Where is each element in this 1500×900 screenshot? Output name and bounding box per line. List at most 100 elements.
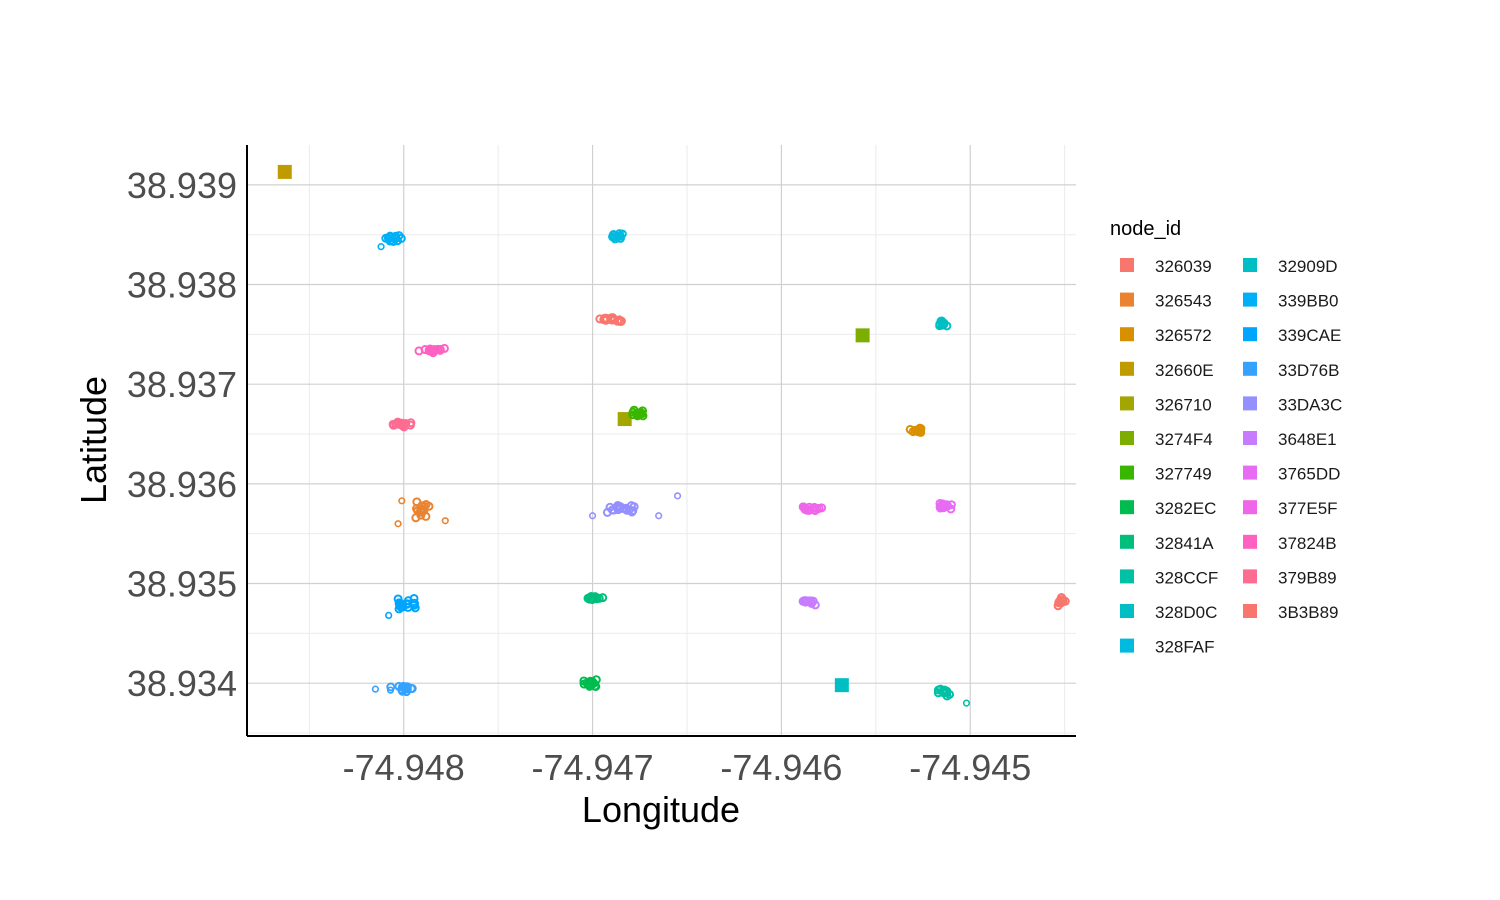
legend-key-3274F4 [1120,431,1134,445]
point-339BB0 [377,243,385,251]
point-326543 [441,517,449,525]
legend-key-339CAE [1243,327,1257,342]
grid-lines [247,145,1076,736]
point-33DA3C [673,492,682,500]
point-326543 [411,513,421,523]
y-tick-label: 38.936 [127,464,237,505]
legend-label-328FAF: 328FAF [1155,638,1215,657]
point-33D76B [386,682,396,692]
x-tick-label: -74.946 [720,747,842,788]
point-327749 [635,409,645,419]
point-326543 [398,497,406,505]
point-33DA3C [588,512,597,520]
legend-label-326572: 326572 [1155,326,1212,345]
legend-label-3282EC: 3282EC [1155,499,1216,518]
point-32841A [587,595,597,605]
legend-key-328D0C [1120,604,1134,618]
legend-label-3B3B89: 3B3B89 [1278,603,1339,622]
point-339CAE [393,594,403,604]
legend-key-328CCF [1120,569,1134,584]
point-33D76B [397,686,407,696]
point-33DA3C [621,503,631,513]
y-tick-label: 38.938 [127,265,237,306]
legend-key-32909D [1243,258,1257,272]
point-3B3B89 [600,313,610,323]
legend: node_id 326039 326543 326572 32660E 326710 32… [1110,218,1342,657]
point-32909D [834,678,849,693]
point-328D0C [942,321,952,331]
point-377E5F [798,502,808,512]
legend-label-377E5F: 377E5F [1278,499,1338,518]
point-326572 [915,423,925,433]
point-37824B [433,344,443,354]
point-339CAE [397,601,407,611]
point-326572 [905,424,915,434]
point-379B89 [398,418,408,428]
y-tick-label: 38.939 [127,165,237,206]
y-tick-label: 38.934 [127,663,237,704]
legend-label-37824B: 37824B [1278,534,1337,553]
legend-key-3648E1 [1243,431,1257,445]
point-326710 [617,412,632,427]
point-3282EC [589,678,599,688]
point-379B89 [388,419,398,429]
legend-key-328FAF [1120,638,1134,653]
legend-key-3B3B89 [1243,604,1257,618]
x-axis-title: Longitude [582,789,740,830]
point-33D76B [371,685,380,693]
legend-label-3274F4: 3274F4 [1155,430,1213,449]
legend-key-37824B [1243,534,1257,549]
y-tick-label: 38.937 [127,364,237,405]
point-339BB0 [396,233,406,243]
legend-label-3648E1: 3648E1 [1278,430,1337,449]
point-328CCF [936,684,946,694]
legend-label-33DA3C: 33DA3C [1278,395,1342,414]
legend-label-379B89: 379B89 [1278,568,1337,587]
point-328FAF [610,232,620,242]
point-3648E1 [808,596,818,606]
legend-key-326572 [1120,327,1134,342]
point-3274F4 [855,328,870,343]
point-379B89 [393,417,403,427]
x-tick-label: -74.945 [909,747,1031,788]
point-326543 [412,504,422,514]
point-339CAE [385,611,393,620]
point-37824B [428,345,438,355]
legend-key-32660E [1120,361,1134,376]
legend-label-339CAE: 339CAE [1278,326,1341,345]
legend-label-327749: 327749 [1155,465,1212,484]
x-tick-label: -74.948 [343,747,465,788]
point-339BB0 [391,233,401,243]
legend-key-33DA3C [1243,396,1257,411]
point-33D76B [386,686,395,694]
point-326543 [394,520,402,528]
legend-key-3765DD [1243,465,1257,480]
legend-label-32909D: 32909D [1278,257,1338,276]
legend-label-3765DD: 3765DD [1278,465,1340,484]
legend-label-32841A: 32841A [1155,534,1214,553]
point-339CAE [409,600,419,610]
legend-label-328CCF: 328CCF [1155,568,1218,587]
y-axis-title: Latitude [73,376,114,504]
legend-label-326039: 326039 [1155,257,1212,276]
legend-key-326710 [1120,396,1134,411]
point-326543 [419,501,429,511]
data-points [277,164,1070,707]
point-33DA3C [605,502,615,512]
point-3765DD [935,498,945,508]
legend-label-326710: 326710 [1155,395,1212,414]
point-37824B [424,346,434,356]
legend-title: node_id [1110,218,1181,240]
legend-label-33D76B: 33D76B [1278,361,1339,380]
point-3765DD [935,502,945,512]
legend-key-32841A [1120,534,1134,549]
legend-key-33D76B [1243,361,1257,376]
point-328D0C [938,320,948,330]
point-326039 [1056,595,1066,605]
point-37824B [414,346,424,356]
point-326543 [424,501,434,511]
legend-key-326039 [1120,258,1134,272]
point-3765DD [946,500,956,510]
point-377E5F [814,503,824,513]
